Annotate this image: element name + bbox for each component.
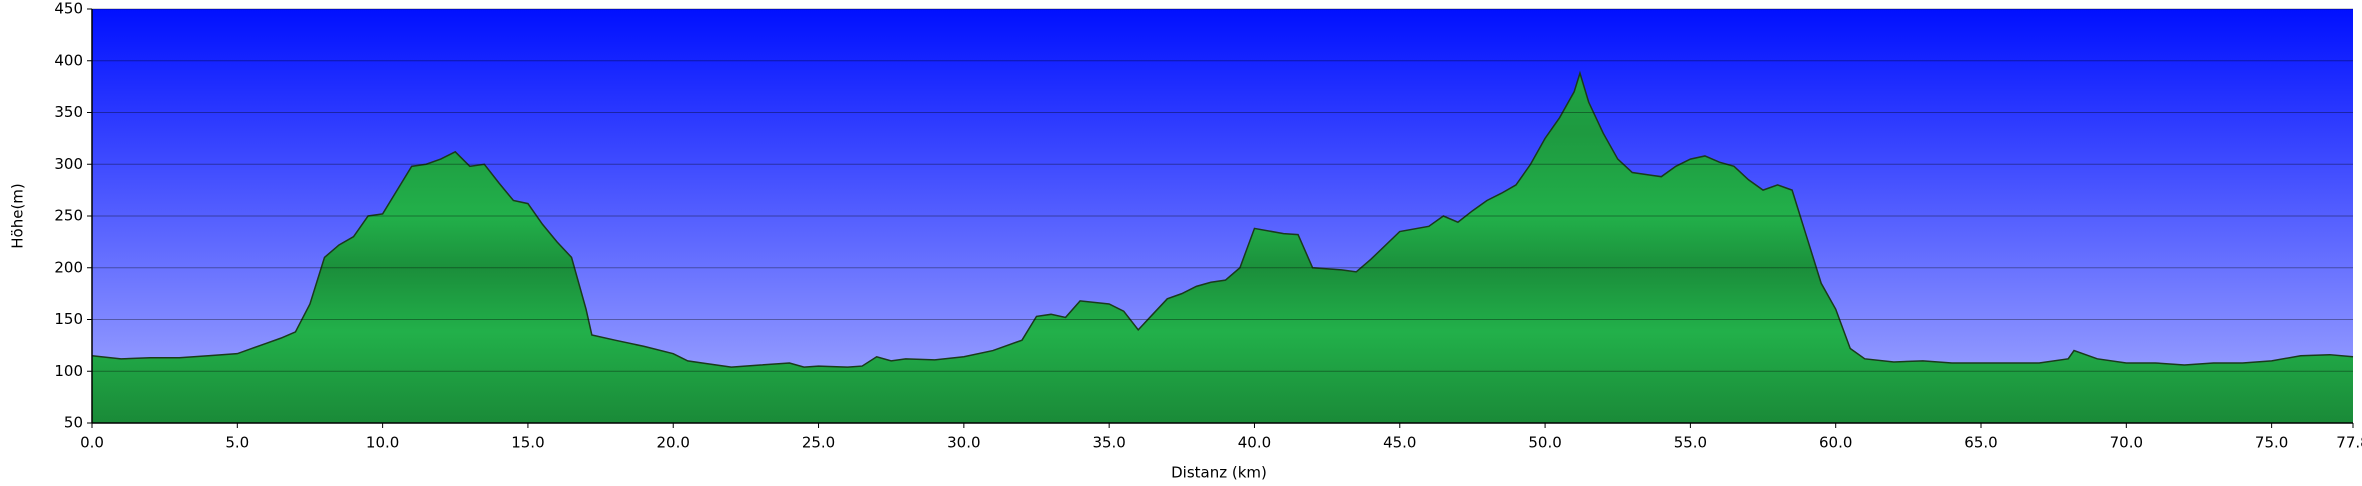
x-tick-label: 0.0: [80, 434, 104, 452]
y-tick-label: 450: [54, 0, 83, 18]
y-tick-label: 400: [54, 51, 83, 69]
y-tick-label: 250: [54, 207, 83, 225]
x-tick-label: 35.0: [1092, 434, 1125, 452]
y-tick-label: 100: [54, 362, 83, 380]
y-tick-label: 150: [54, 310, 83, 328]
x-tick-label: 45.0: [1383, 434, 1416, 452]
x-tick-label: 40.0: [1238, 434, 1271, 452]
elevation-area: [92, 73, 2353, 424]
x-tick-label: 75.0: [2255, 434, 2288, 452]
x-axis-label: Distanz (km): [1171, 464, 1267, 482]
x-tick-label: 5.0: [225, 434, 249, 452]
y-tick-label: 300: [54, 155, 83, 173]
y-tick-label: 200: [54, 258, 83, 276]
x-tick-label: 65.0: [1964, 434, 1997, 452]
x-tick-label: 50.0: [1528, 434, 1561, 452]
x-tick-label: 60.0: [1819, 434, 1852, 452]
x-tick-label: 55.0: [1674, 434, 1707, 452]
x-tick-label: 30.0: [947, 434, 980, 452]
x-tick-label: 20.0: [657, 434, 690, 452]
x-tick-label: 15.0: [511, 434, 544, 452]
elevation-line: [91, 70, 2354, 368]
y-tick-label: 350: [54, 103, 83, 121]
y-tick-label: 50: [64, 414, 83, 432]
x-tick-label: 10.0: [366, 434, 399, 452]
y-axis-label: Höhe(m): [9, 183, 27, 249]
x-tick-label: 25.0: [802, 434, 835, 452]
x-tick-label: 77.8: [2336, 434, 2362, 452]
x-tick-label: 70.0: [2110, 434, 2143, 452]
